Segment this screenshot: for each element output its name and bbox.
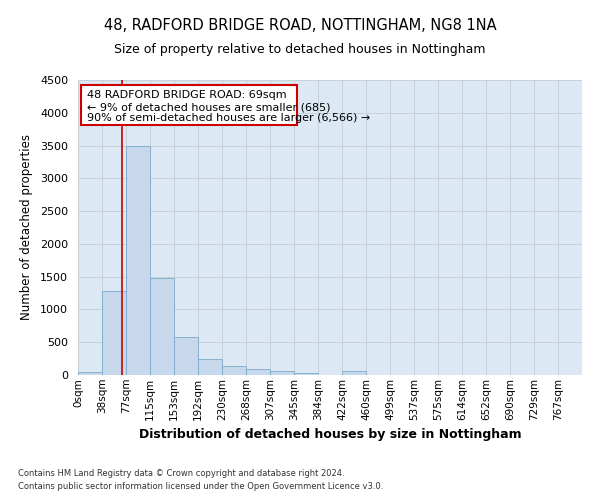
Bar — [150, 278, 174, 375]
Bar — [246, 369, 270, 375]
Text: 48 RADFORD BRIDGE ROAD: 69sqm: 48 RADFORD BRIDGE ROAD: 69sqm — [87, 90, 287, 101]
Text: Contains HM Land Registry data © Crown copyright and database right 2024.: Contains HM Land Registry data © Crown c… — [18, 469, 344, 478]
Text: 90% of semi-detached houses are larger (6,566) →: 90% of semi-detached houses are larger (… — [87, 114, 370, 124]
FancyBboxPatch shape — [81, 85, 297, 124]
X-axis label: Distribution of detached houses by size in Nottingham: Distribution of detached houses by size … — [139, 428, 521, 441]
Bar — [102, 291, 126, 375]
Bar — [222, 366, 246, 375]
Text: 48, RADFORD BRIDGE ROAD, NOTTINGHAM, NG8 1NA: 48, RADFORD BRIDGE ROAD, NOTTINGHAM, NG8… — [104, 18, 496, 32]
Bar — [126, 146, 150, 375]
Bar — [342, 372, 366, 375]
Bar — [198, 360, 222, 375]
Text: Size of property relative to detached houses in Nottingham: Size of property relative to detached ho… — [114, 42, 486, 56]
Text: ← 9% of detached houses are smaller (685): ← 9% of detached houses are smaller (685… — [87, 102, 331, 113]
Y-axis label: Number of detached properties: Number of detached properties — [20, 134, 33, 320]
Bar — [78, 372, 102, 375]
Bar — [270, 371, 294, 375]
Bar — [174, 337, 198, 375]
Bar — [294, 372, 318, 375]
Text: Contains public sector information licensed under the Open Government Licence v3: Contains public sector information licen… — [18, 482, 383, 491]
